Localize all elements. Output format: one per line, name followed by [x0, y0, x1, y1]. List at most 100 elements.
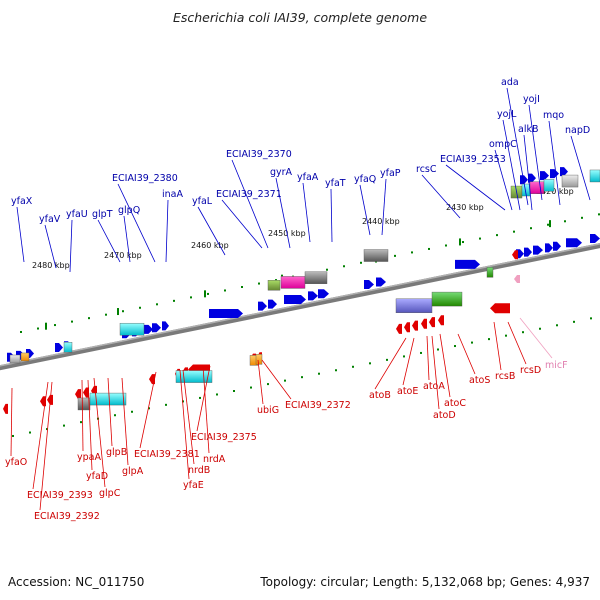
forward-gene	[209, 309, 243, 319]
gene-label-ECIAI39_2375: ECIAI39_2375	[191, 432, 257, 443]
gene-label-glpQ: glpQ	[118, 205, 140, 216]
forward-gene	[455, 259, 480, 269]
leader-line	[457, 333, 476, 375]
annotation-block	[89, 392, 127, 406]
leader-line	[221, 199, 263, 249]
annotation-block	[255, 354, 263, 365]
tick-dot	[454, 345, 456, 348]
forward-gene	[550, 169, 559, 179]
gene-label-atoA: atoA	[423, 381, 445, 392]
gene-label-gyrA: gyrA	[270, 167, 293, 178]
leader-line	[202, 365, 210, 454]
tick-dot	[403, 355, 405, 358]
leader-line	[93, 377, 106, 488]
label-leader-lines	[10, 87, 591, 511]
gene-label-yojL: yojL	[497, 109, 517, 120]
tick-dot	[420, 351, 422, 354]
gene-label-rcsD: rcsD	[520, 365, 541, 376]
leader-line	[32, 381, 49, 490]
gene-label-yfaD: yfaD	[86, 471, 108, 482]
leader-line	[231, 159, 269, 249]
tick-dot	[530, 227, 532, 230]
tick-dot	[80, 421, 82, 424]
forward-gene	[152, 323, 161, 333]
leader-line	[97, 219, 121, 263]
annotation-block	[9, 354, 21, 364]
reverse-gene	[40, 396, 46, 407]
tick-dot	[564, 220, 566, 223]
tick-dot	[573, 320, 575, 323]
annotation-block	[589, 169, 600, 183]
scale-label: 2460 kbp	[191, 241, 229, 250]
leader-line	[502, 119, 521, 211]
forward-gene	[520, 175, 528, 185]
tick-dot	[250, 386, 252, 389]
tick-dot	[479, 237, 481, 240]
tick-dot	[71, 320, 73, 323]
gene-label-atoE: atoE	[397, 386, 418, 397]
scale-label: 2420 kbp	[536, 187, 574, 196]
forward-gene	[144, 324, 153, 334]
gene-label-ECIAI39_2353: ECIAI39_2353	[440, 154, 506, 165]
leader-line	[302, 182, 311, 243]
leader-line	[528, 104, 543, 201]
leader-line	[494, 149, 513, 211]
tick-dot	[386, 358, 388, 361]
topology-text: Topology: circular; Length: 5,132,068 bp…	[259, 575, 590, 589]
gene-label-ompC: ompC	[489, 139, 517, 150]
annotation-block	[561, 174, 579, 188]
gene-label-yfaA: yfaA	[297, 172, 319, 183]
leader-line	[519, 317, 553, 359]
tick-dot	[318, 372, 320, 375]
tick-dot	[216, 393, 218, 396]
leader-line	[381, 178, 387, 236]
gene-label-ECIAI39_2372: ECIAI39_2372	[285, 400, 351, 411]
reverse-gene	[490, 303, 510, 314]
gene-label-alkB: alkB	[518, 124, 538, 135]
tick-dot	[505, 334, 507, 337]
gene-label-glpB: glpB	[106, 447, 127, 458]
tick-dot	[326, 268, 328, 271]
accession-text: Accession: NC_011750	[8, 575, 144, 589]
tick-dot	[522, 331, 524, 334]
leader-line	[493, 321, 502, 371]
gene-label-yfaT: yfaT	[325, 178, 346, 189]
tick-dot	[360, 261, 362, 264]
tick-dot	[539, 327, 541, 330]
leader-line	[359, 184, 371, 236]
gene-label-yfaU: yfaU	[66, 209, 88, 220]
pseudo-gene	[514, 275, 520, 283]
reverse-gene	[429, 317, 435, 328]
gene-label-inaA: inaA	[162, 189, 183, 200]
leader-line	[445, 164, 506, 211]
scale-label: 2470 kbp	[104, 251, 142, 260]
annotation-block	[363, 249, 389, 262]
forward-gene	[553, 241, 561, 251]
leader-line	[69, 219, 73, 273]
gene-label-glpA: glpA	[122, 466, 144, 477]
tick-dot	[275, 279, 277, 282]
tick-dot	[88, 317, 90, 320]
tick-dot	[598, 213, 600, 216]
gene-labels: yfaX yfaV yfaU glpT glpQ ECIAI39_2380 inaA yfaL…	[5, 77, 590, 522]
forward-gene	[560, 167, 568, 177]
gene-label-micF: micF	[545, 360, 568, 371]
tick-dot	[547, 223, 549, 226]
forward-gene	[364, 279, 374, 289]
forward-gene	[308, 291, 318, 301]
gene-features	[3, 167, 600, 414]
annotation-block	[63, 342, 73, 353]
tick-dot	[207, 292, 209, 295]
gene-label-rcsB: rcsB	[495, 371, 515, 382]
gene-label-ECIAI39_2371: ECIAI39_2371	[216, 189, 282, 200]
gene-label-ada: ada	[501, 77, 519, 88]
tick-dot	[173, 299, 175, 302]
tick-dot	[182, 400, 184, 403]
tick-dot	[131, 410, 133, 413]
forward-gene	[162, 321, 169, 331]
annotation-block	[395, 298, 433, 314]
gene-label-ECIAI39_2380: ECIAI39_2380	[112, 173, 178, 184]
scale-label: 2430 kbp	[446, 203, 484, 212]
tick-dot	[29, 431, 31, 434]
